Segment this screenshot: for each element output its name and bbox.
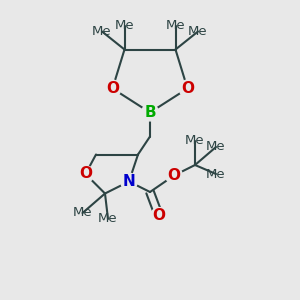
Text: Me: Me — [115, 19, 134, 32]
Circle shape — [104, 80, 121, 97]
Text: O: O — [181, 81, 194, 96]
Text: Me: Me — [92, 25, 112, 38]
Text: Me: Me — [188, 25, 208, 38]
Text: Me: Me — [206, 167, 226, 181]
Text: Me: Me — [185, 134, 205, 148]
Text: Me: Me — [206, 140, 226, 154]
Text: Me: Me — [166, 19, 185, 32]
Circle shape — [121, 173, 137, 190]
Text: O: O — [152, 208, 166, 224]
Circle shape — [142, 104, 158, 121]
Circle shape — [179, 80, 196, 97]
Text: B: B — [144, 105, 156, 120]
Circle shape — [77, 166, 94, 182]
Text: N: N — [123, 174, 135, 189]
Circle shape — [151, 208, 167, 224]
Text: Me: Me — [73, 206, 92, 220]
Text: O: O — [167, 168, 181, 183]
Text: O: O — [106, 81, 119, 96]
Circle shape — [166, 167, 182, 184]
Text: O: O — [79, 167, 92, 182]
Text: Me: Me — [98, 212, 118, 226]
